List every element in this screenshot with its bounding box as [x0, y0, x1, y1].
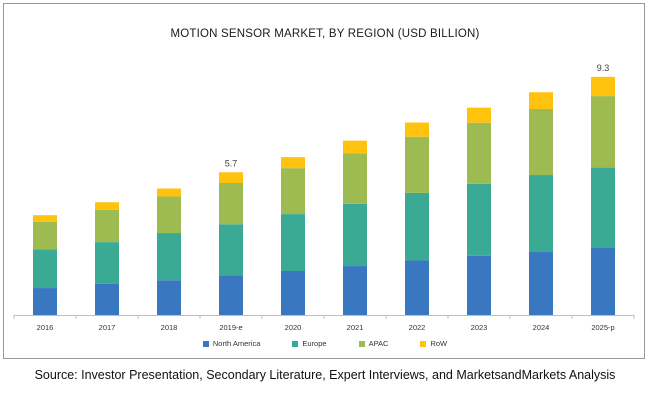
x-tick-label: 2017: [99, 323, 116, 332]
legend-item-europe: Europe: [292, 339, 327, 348]
bar-segment-apac: [33, 221, 57, 250]
legend-swatch: [358, 340, 365, 347]
source-note: Source: Investor Presentation, Secondary…: [34, 368, 616, 382]
bar-segment-row: [405, 122, 429, 137]
bar-segment-europe: [591, 167, 615, 248]
bar-segment-apac: [405, 136, 429, 193]
bar-segment-row: [529, 92, 553, 110]
bar-segment-europe: [281, 214, 305, 271]
legend-item-row: RoW: [420, 339, 447, 348]
bar-segment-north-america: [591, 247, 615, 315]
bar-segment-europe: [467, 183, 491, 256]
bar-segment-europe: [529, 175, 553, 253]
data-label-total: 5.7: [225, 158, 238, 168]
bar-segment-row: [157, 188, 181, 197]
bar-segment-europe: [405, 192, 429, 261]
bar-segment-apac: [591, 96, 615, 168]
bar-segment-north-america: [405, 260, 429, 315]
bar-segment-north-america: [157, 280, 181, 315]
bar-segment-north-america: [95, 283, 119, 315]
bar-segment-row: [281, 157, 305, 169]
legend-label: Europe: [302, 339, 327, 348]
bar-segment-north-america: [281, 271, 305, 315]
x-tick-label: 2023: [471, 323, 488, 332]
legend-swatch: [202, 340, 209, 347]
bar-segment-apac: [343, 153, 367, 204]
legend-swatch: [292, 340, 299, 347]
x-tick-label: 2025-p: [591, 323, 614, 332]
x-tick-label: 2021: [347, 323, 364, 332]
bar-segment-apac: [157, 196, 181, 234]
x-tick-label: 2019-e: [219, 323, 242, 332]
bar-segment-row: [219, 172, 243, 183]
bar-segment-row: [343, 140, 367, 154]
x-tick-label: 2022: [409, 323, 426, 332]
bar-segment-row: [95, 202, 119, 210]
x-tick-label: 2016: [37, 323, 54, 332]
x-tick-label: 2020: [285, 323, 302, 332]
bar-segment-north-america: [33, 288, 57, 315]
legend-item-apac: APAC: [358, 339, 389, 348]
bar-segment-europe: [33, 249, 57, 289]
bar-segment-europe: [343, 203, 367, 267]
bar-segment-europe: [95, 242, 119, 284]
bar-segment-europe: [219, 224, 243, 276]
bar-segment-north-america: [343, 266, 367, 315]
bar-segment-north-america: [529, 252, 553, 315]
x-tick-label: 2024: [533, 323, 550, 332]
bar-segment-apac: [529, 109, 553, 176]
bar-segment-north-america: [467, 255, 491, 315]
bar-segment-apac: [281, 168, 305, 215]
data-label-total: 9.3: [597, 63, 610, 73]
legend-label: RoW: [430, 339, 448, 348]
chart-legend: North America Europe APAC RoW: [0, 339, 650, 348]
legend-label: North America: [212, 339, 261, 348]
bar-segment-row: [591, 76, 615, 97]
legend-label: APAC: [368, 339, 389, 348]
x-tick-label: 2018: [161, 323, 178, 332]
bar-segment-row: [33, 215, 57, 222]
chart-title: MOTION SENSOR MARKET, BY REGION (USD BIL…: [170, 28, 480, 40]
legend-item-north-america: North America: [202, 339, 261, 348]
bar-segment-apac: [95, 209, 119, 243]
bar-segment-europe: [157, 233, 181, 281]
bar-segment-row: [467, 107, 491, 123]
bar-segment-apac: [467, 122, 491, 184]
legend-swatch: [420, 340, 427, 347]
bar-segment-apac: [219, 183, 243, 225]
bar-segment-north-america: [219, 275, 243, 315]
